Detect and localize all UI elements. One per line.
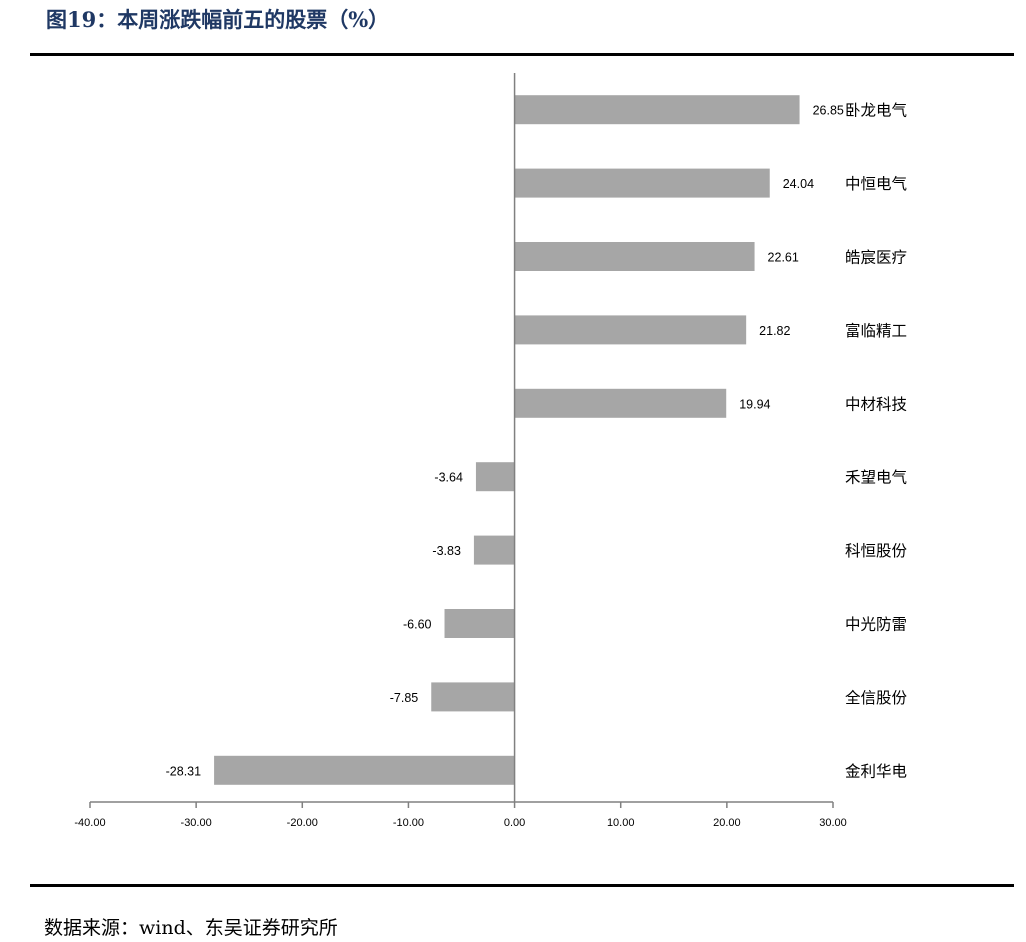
data-label-2: 24.04: [783, 177, 814, 191]
labels-layer: 26.85 卧龙电气 24.04 中恒电气 22.61 皓宸医疗 21.82 富临精工 19.9…: [74, 102, 907, 829]
category-label-8: 中光防雷: [845, 616, 907, 634]
x-tick-label-6: 10.00: [607, 817, 635, 829]
category-label-1: 卧龙电气: [845, 102, 907, 120]
category-label-6: 禾望电气: [845, 469, 907, 487]
category-label-9: 全信股份: [845, 689, 908, 707]
x-tick-label-5: 0.00: [504, 817, 525, 829]
data-label-9: -7.85: [390, 691, 419, 705]
x-tick-label-7: 20.00: [713, 817, 741, 829]
data-label-8: -6.60: [403, 618, 432, 632]
data-label-3: 22.61: [768, 251, 799, 265]
data-label-1: 26.85: [813, 104, 844, 118]
bar-4: [514, 315, 747, 345]
data-label-4: 21.82: [759, 324, 790, 338]
bar-chart: 26.85 卧龙电气 24.04 中恒电气 22.61 皓宸医疗 21.82 富临精工 19.9…: [74, 73, 908, 829]
bar-8: [444, 609, 515, 638]
category-label-3: 皓宸医疗: [845, 249, 907, 267]
bar-2: [514, 168, 770, 198]
bars-layer: [214, 95, 800, 785]
category-label-4: 富临精工: [845, 322, 907, 340]
category-label-5: 中材科技: [845, 395, 907, 413]
x-tick-label-4: -10.00: [393, 817, 424, 829]
bar-7: [473, 535, 515, 565]
data-label-6: -3.64: [434, 471, 463, 485]
x-tick-label-3: -20.00: [287, 817, 318, 829]
top-rule: [30, 53, 1014, 56]
bar-3: [514, 242, 755, 271]
category-label-7: 科恒股份: [845, 542, 908, 560]
bar-10: [214, 755, 515, 785]
category-label-2: 中恒电气: [845, 175, 907, 193]
bar-6: [475, 462, 515, 492]
axes-layer: [89, 73, 834, 808]
bottom-rule: [30, 884, 1014, 887]
bar-5: [514, 388, 727, 418]
data-label-7: -3.83: [432, 544, 461, 558]
bar-1: [514, 95, 800, 125]
data-label-5: 19.94: [739, 397, 770, 411]
data-label-10: -28.31: [166, 764, 201, 778]
bar-9: [431, 682, 515, 712]
x-tick-label-1: -40.00: [74, 817, 105, 829]
figure-title: 图19：本周涨跌幅前五的股票（%）: [46, 7, 390, 32]
source-note: 数据来源：wind、东吴证券研究所: [44, 917, 338, 939]
x-tick-label-2: -30.00: [181, 817, 212, 829]
category-label-10: 金利华电: [845, 762, 907, 780]
x-tick-label-8: 30.00: [819, 817, 847, 829]
